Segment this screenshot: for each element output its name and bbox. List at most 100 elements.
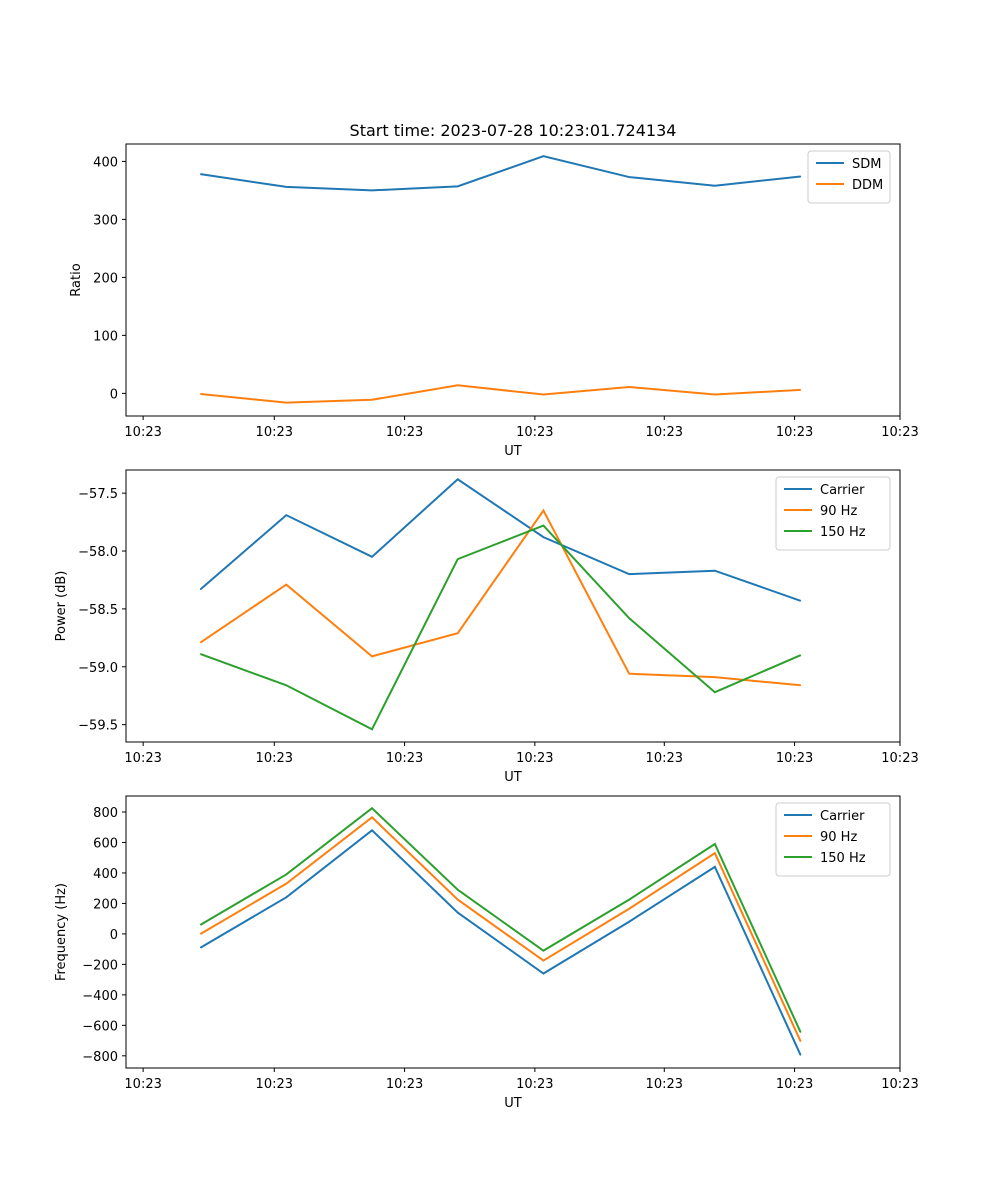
- legend-label-90-hz: 90 Hz: [820, 830, 857, 845]
- data-point-sdm: [371, 189, 373, 191]
- data-point-carrier: [628, 573, 630, 575]
- data-point-ddm: [628, 386, 630, 388]
- data-point-90-hz: [457, 632, 459, 634]
- data-point-carrier: [285, 514, 287, 516]
- data-point-150-hz: [542, 950, 545, 952]
- data-point-sdm: [714, 185, 716, 187]
- legend-label-90-hz: 90 Hz: [820, 504, 857, 519]
- x-tick-label: 10:23: [881, 751, 918, 766]
- data-point-sdm: [199, 173, 202, 175]
- y-tick-label: 800: [93, 806, 118, 821]
- x-tick-label: 10:23: [516, 751, 553, 766]
- data-point-carrier: [371, 556, 373, 558]
- x-tick-label: 10:23: [386, 1077, 423, 1092]
- data-point-90-hz: [799, 1040, 802, 1042]
- data-point-90-hz: [285, 583, 287, 586]
- y-tick-label: −59.5: [78, 719, 118, 734]
- x-tick-label: 10:23: [256, 425, 293, 440]
- y-tick-label: 0: [110, 387, 118, 402]
- data-point-150-hz: [628, 617, 630, 619]
- data-point-150-hz: [457, 558, 459, 560]
- data-point-90-hz: [371, 816, 373, 818]
- data-point-150-hz: [285, 684, 287, 686]
- data-point-150-hz: [285, 873, 287, 876]
- data-point-90-hz: [199, 641, 202, 644]
- y-tick-label: −400: [82, 989, 118, 1004]
- x-tick-label: 10:23: [646, 425, 683, 440]
- power-axes-frame: [125, 469, 901, 743]
- series-line-carrier: [200, 828, 802, 1056]
- legend-label-carrier: Carrier: [820, 483, 865, 498]
- x-tick-label: 10:23: [776, 1077, 813, 1092]
- y-axis-label: Power (dB): [54, 571, 69, 642]
- x-tick-label: 10:23: [256, 751, 293, 766]
- y-axis-label: Ratio: [69, 263, 84, 296]
- data-point-150-hz: [371, 728, 373, 730]
- data-point-ddm: [542, 393, 545, 396]
- data-point-carrier: [199, 947, 202, 949]
- x-axis-label: UT: [504, 1096, 522, 1111]
- data-point-90-hz: [371, 655, 373, 657]
- data-point-carrier: [457, 911, 459, 914]
- ratio-axes-frame: [125, 143, 901, 417]
- data-point-150-hz: [628, 899, 630, 901]
- data-point-sdm: [628, 176, 630, 178]
- series-line-carrier: [199, 477, 801, 602]
- x-tick-label: 10:23: [646, 751, 683, 766]
- series-line-90-hz: [200, 816, 802, 1042]
- x-axis-label: UT: [504, 770, 522, 785]
- data-point-sdm: [799, 175, 802, 178]
- y-tick-label: −59.0: [78, 661, 118, 676]
- legend-label-sdm: SDM: [852, 157, 881, 172]
- data-point-90-hz: [714, 852, 716, 854]
- data-point-carrier: [457, 478, 459, 480]
- data-point-90-hz: [628, 908, 630, 910]
- data-point-150-hz: [799, 654, 802, 656]
- data-point-150-hz: [199, 653, 202, 655]
- data-point-ddm: [457, 384, 459, 386]
- data-point-150-hz: [199, 924, 202, 926]
- y-tick-label: 600: [93, 836, 118, 851]
- y-tick-label: 200: [93, 271, 118, 286]
- series-line-150-hz: [200, 524, 801, 731]
- data-point-ddm: [285, 402, 287, 404]
- data-point-150-hz: [714, 691, 716, 693]
- x-tick-label: 10:23: [776, 425, 813, 440]
- data-point-carrier: [542, 972, 545, 975]
- y-tick-label: 400: [93, 155, 118, 170]
- power-plot: 10:23 10:23 10:23 10:23 10:23 10:23 10:23 −57.5…: [54, 469, 919, 785]
- x-tick-label: 10:23: [881, 1077, 918, 1092]
- y-tick-label: −600: [82, 1019, 118, 1034]
- x-tick-label: 10:23: [386, 751, 423, 766]
- data-point-90-hz: [199, 933, 202, 935]
- x-tick-label: 10:23: [516, 1077, 553, 1092]
- data-point-150-hz: [457, 889, 459, 891]
- data-point-150-hz: [799, 1031, 802, 1033]
- y-tick-label: −58.0: [78, 545, 118, 560]
- x-tick-label: 10:23: [646, 1077, 683, 1092]
- data-point-ddm: [799, 389, 802, 391]
- x-tick-label: 10:23: [776, 751, 813, 766]
- legend-label-150-hz: 150 Hz: [820, 851, 866, 866]
- data-point-ddm: [371, 399, 373, 401]
- series-line-90-hz: [200, 508, 801, 687]
- x-tick-label: 10:23: [516, 425, 553, 440]
- y-axis-label: Frequency (Hz): [54, 883, 69, 981]
- x-tick-label: 10:23: [881, 425, 918, 440]
- y-tick-label: 300: [93, 213, 118, 228]
- data-point-carrier: [628, 921, 630, 923]
- data-point-150-hz: [714, 843, 716, 845]
- x-tick-label: 10:23: [124, 1077, 161, 1092]
- data-point-90-hz: [542, 509, 545, 512]
- data-point-90-hz: [542, 959, 545, 962]
- y-tick-label: −57.5: [78, 487, 118, 502]
- data-point-90-hz: [799, 684, 802, 686]
- data-point-sdm: [457, 185, 459, 187]
- x-axis-label: UT: [504, 444, 522, 459]
- data-point-carrier: [799, 1054, 802, 1056]
- y-tick-label: 100: [93, 329, 118, 344]
- legend-label-150-hz: 150 Hz: [820, 525, 866, 540]
- series-line-ddm: [200, 384, 801, 404]
- data-point-150-hz: [371, 807, 373, 809]
